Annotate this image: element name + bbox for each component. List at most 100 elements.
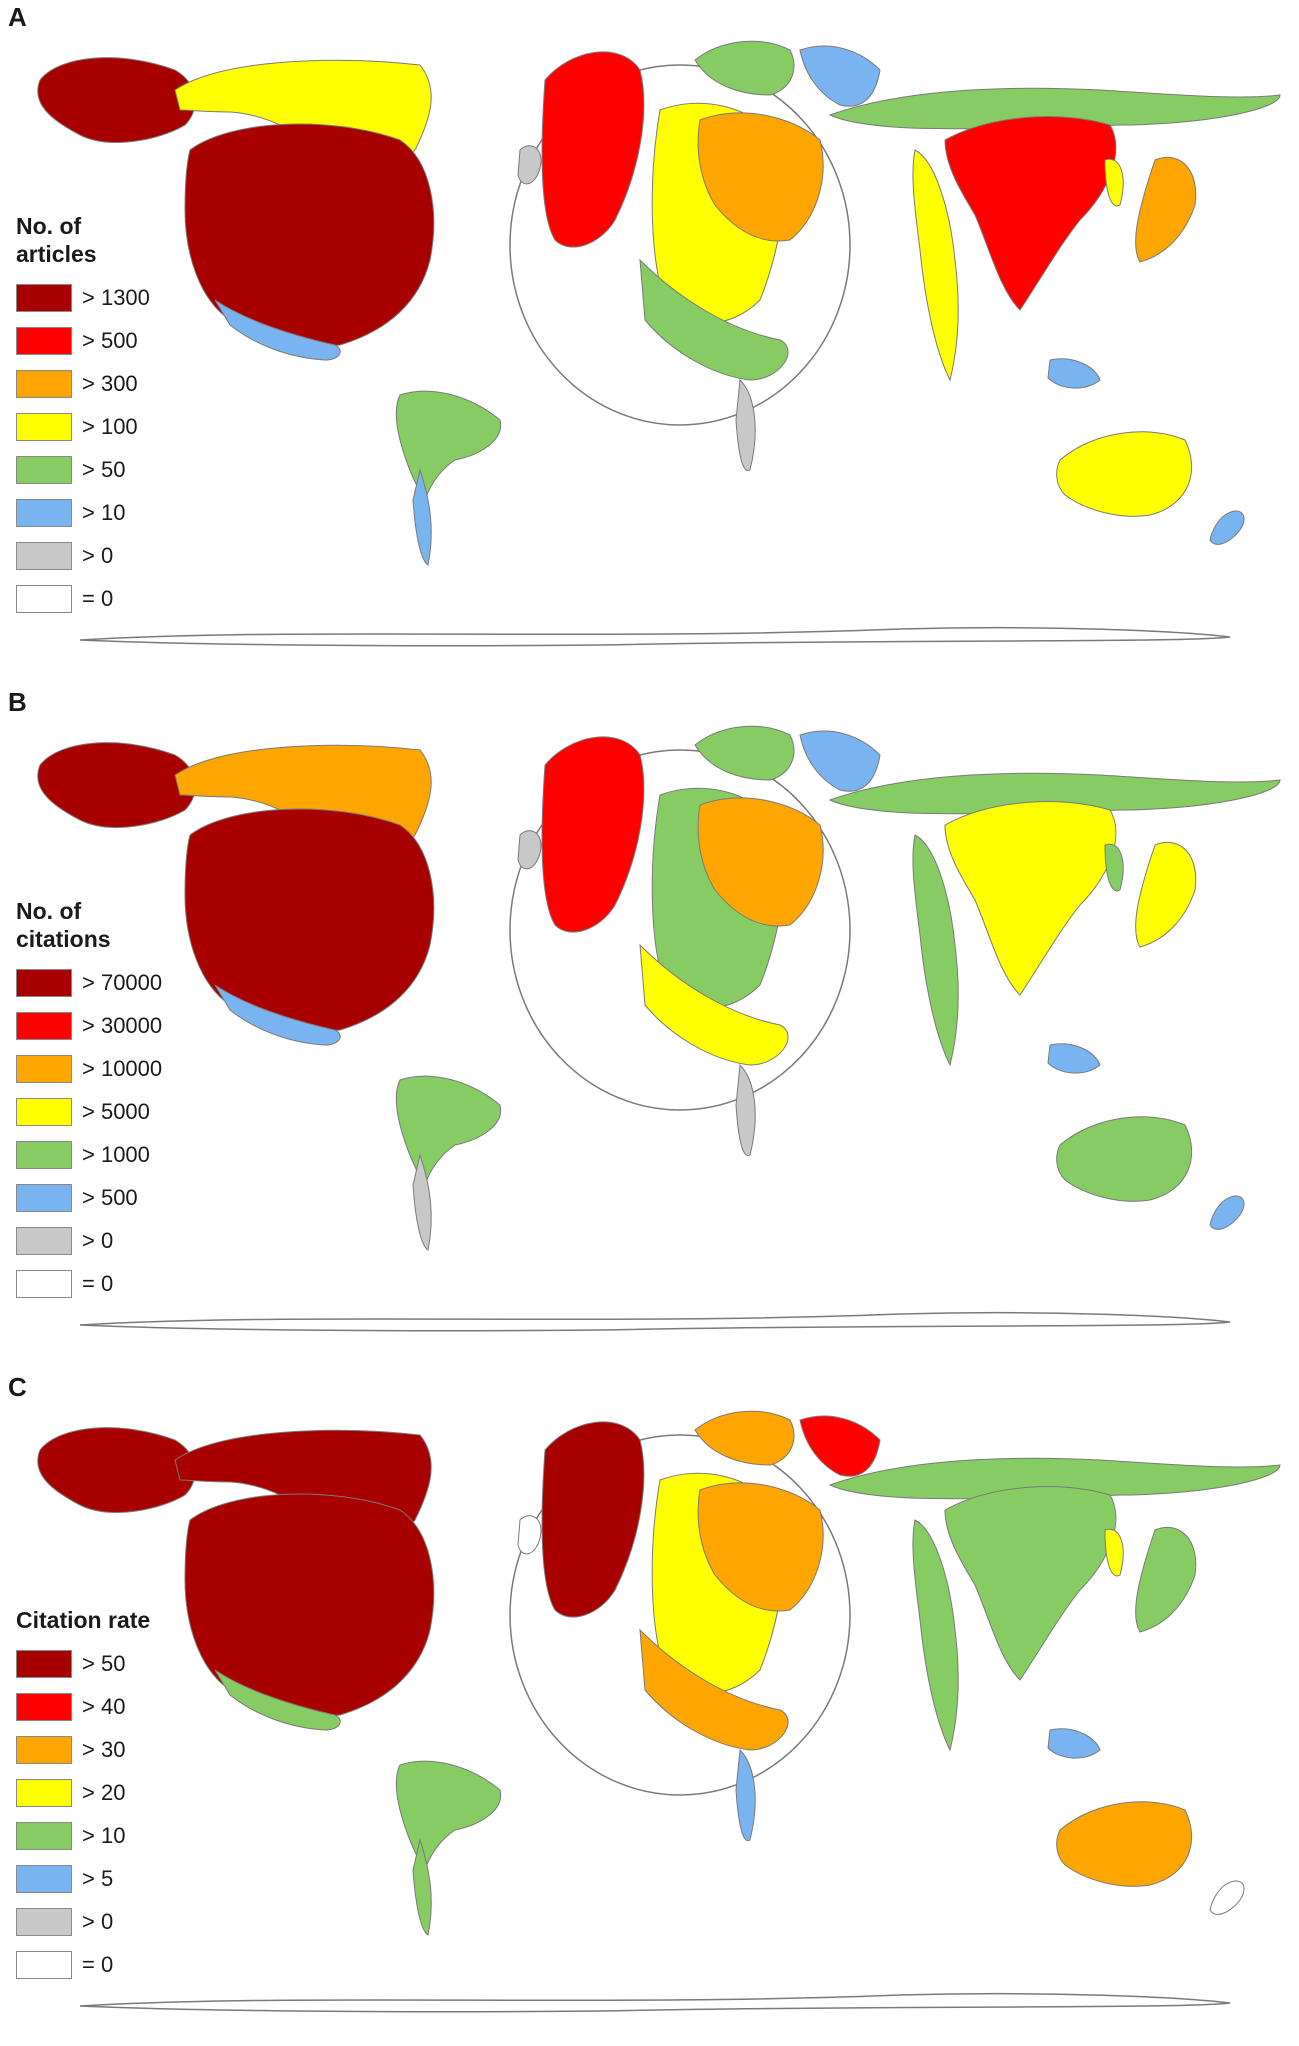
region-southeast-asia [1047, 1043, 1101, 1074]
legend-swatch [16, 1821, 72, 1850]
legend-title: No. of citations [16, 898, 111, 952]
legend-swatch [16, 1649, 72, 1678]
legend: No. of citations > 70000 > 30000 > 10000 > … [16, 897, 162, 1305]
region-south-america [395, 1075, 502, 1187]
globe-outline [509, 64, 851, 426]
region-usa [184, 123, 435, 347]
legend-swatch [16, 498, 72, 527]
panel-letter: A [8, 2, 27, 32]
legend-swatch [16, 1097, 72, 1126]
region-uk [541, 1421, 645, 1618]
legend-item: > 30000 [16, 1004, 162, 1047]
legend-item: > 0 [16, 1900, 150, 1943]
region-mexico [214, 299, 341, 361]
legend-label: > 500 [82, 1184, 138, 1210]
legend-item: > 500 [16, 319, 150, 362]
legend-item: > 1000 [16, 1133, 162, 1176]
region-china [944, 801, 1117, 996]
legend-label: > 20 [82, 1779, 126, 1805]
legend-item: > 40 [16, 1685, 150, 1728]
region-southeast-asia [1047, 1728, 1101, 1759]
region-antarctica [79, 1311, 1231, 1332]
legend-item: > 50 [16, 448, 150, 491]
region-africa-south [735, 1748, 756, 1842]
region-russia [828, 772, 1281, 815]
region-korea [1104, 1528, 1124, 1577]
legend-item: > 0 [16, 534, 150, 577]
legend-swatch [16, 412, 72, 441]
legend-rows: > 50 > 40 > 30 > 20 > 10 > 5 > 0 = 0 [16, 1642, 150, 1986]
legend-item: > 1300 [16, 276, 150, 319]
region-alaska [37, 742, 196, 828]
legend: Citation rate > 50 > 40 > 30 > 20 > 10 > 5 > 0… [16, 1606, 150, 1986]
legend-label: = 0 [82, 1270, 114, 1296]
legend-item: > 20 [16, 1771, 150, 1814]
legend-rows: > 70000 > 30000 > 10000 > 5000 > 1000 > 500 > … [16, 961, 162, 1305]
region-uk [541, 51, 645, 248]
region-new-zealand [1209, 1195, 1245, 1230]
region-north-europe [694, 40, 795, 96]
legend-swatch [16, 968, 72, 997]
legend-swatch [16, 1183, 72, 1212]
region-russia [828, 87, 1281, 130]
region-japan [1135, 841, 1197, 948]
legend-item: = 0 [16, 577, 150, 620]
legend-label: > 1300 [82, 284, 150, 310]
region-uk [541, 736, 645, 933]
legend-item: > 10 [16, 1814, 150, 1857]
panel-a: A No. of articles > 1300 > 500 > 300 > 100 >… [0, 0, 1299, 680]
panel-c: C Citation rate > 50 > 40 > 30 > 20 > 10 > 5 >… [0, 1370, 1299, 2046]
region-antarctica [79, 626, 1231, 647]
legend-item: > 100 [16, 405, 150, 448]
legend: No. of articles > 1300 > 500 > 300 > 100 > 5… [16, 212, 150, 620]
legend-item: > 30 [16, 1728, 150, 1771]
legend-item: > 0 [16, 1219, 162, 1262]
region-south-america [395, 390, 502, 502]
legend-swatch [16, 369, 72, 398]
legend-label: > 1000 [82, 1141, 150, 1167]
legend-swatch [16, 1054, 72, 1083]
region-india [912, 1519, 959, 1752]
region-usa [184, 1493, 435, 1717]
legend-swatch [16, 283, 72, 312]
region-central-europe [697, 112, 824, 242]
region-africa-south [735, 378, 756, 472]
region-chile [412, 1838, 432, 1936]
region-scandinavia [799, 1415, 881, 1477]
legend-label: > 50 [82, 1650, 126, 1676]
world-cartogram [37, 1410, 1281, 2013]
region-alaska [37, 1427, 196, 1513]
legend-label: > 0 [82, 1227, 114, 1253]
region-japan [1135, 1526, 1197, 1633]
legend-swatch [16, 1692, 72, 1721]
legend-label: > 10 [82, 1822, 126, 1848]
region-south-europe [639, 1628, 789, 1751]
legend-title: No. of articles [16, 213, 97, 267]
region-new-zealand [1209, 1880, 1245, 1915]
legend-label: > 10000 [82, 1055, 163, 1081]
legend-item: = 0 [16, 1262, 162, 1305]
region-india [912, 149, 959, 382]
legend-swatch [16, 326, 72, 355]
legend-label: > 100 [82, 413, 138, 439]
legend-item: > 500 [16, 1176, 162, 1219]
panel-letter: B [8, 687, 27, 717]
legend-label: > 50 [82, 456, 126, 482]
legend-label: > 10 [82, 499, 126, 525]
legend-label: > 5 [82, 1865, 114, 1891]
legend-label: = 0 [82, 585, 114, 611]
legend-swatch [16, 1950, 72, 1979]
region-alaska [37, 57, 196, 143]
legend-swatch [16, 541, 72, 570]
region-central-europe [697, 1482, 824, 1612]
legend-label: > 0 [82, 542, 114, 568]
region-north-europe [694, 1410, 795, 1466]
legend-swatch [16, 1140, 72, 1169]
legend-swatch [16, 584, 72, 613]
region-south-europe [639, 943, 789, 1066]
legend-rows: > 1300 > 500 > 300 > 100 > 50 > 10 > 0 = 0 [16, 276, 150, 620]
legend-label: = 0 [82, 1951, 114, 1977]
region-southeast-asia [1047, 358, 1101, 389]
region-mexico [214, 984, 341, 1046]
panel-b: B No. of citations > 70000 > 30000 > 10000… [0, 685, 1299, 1365]
